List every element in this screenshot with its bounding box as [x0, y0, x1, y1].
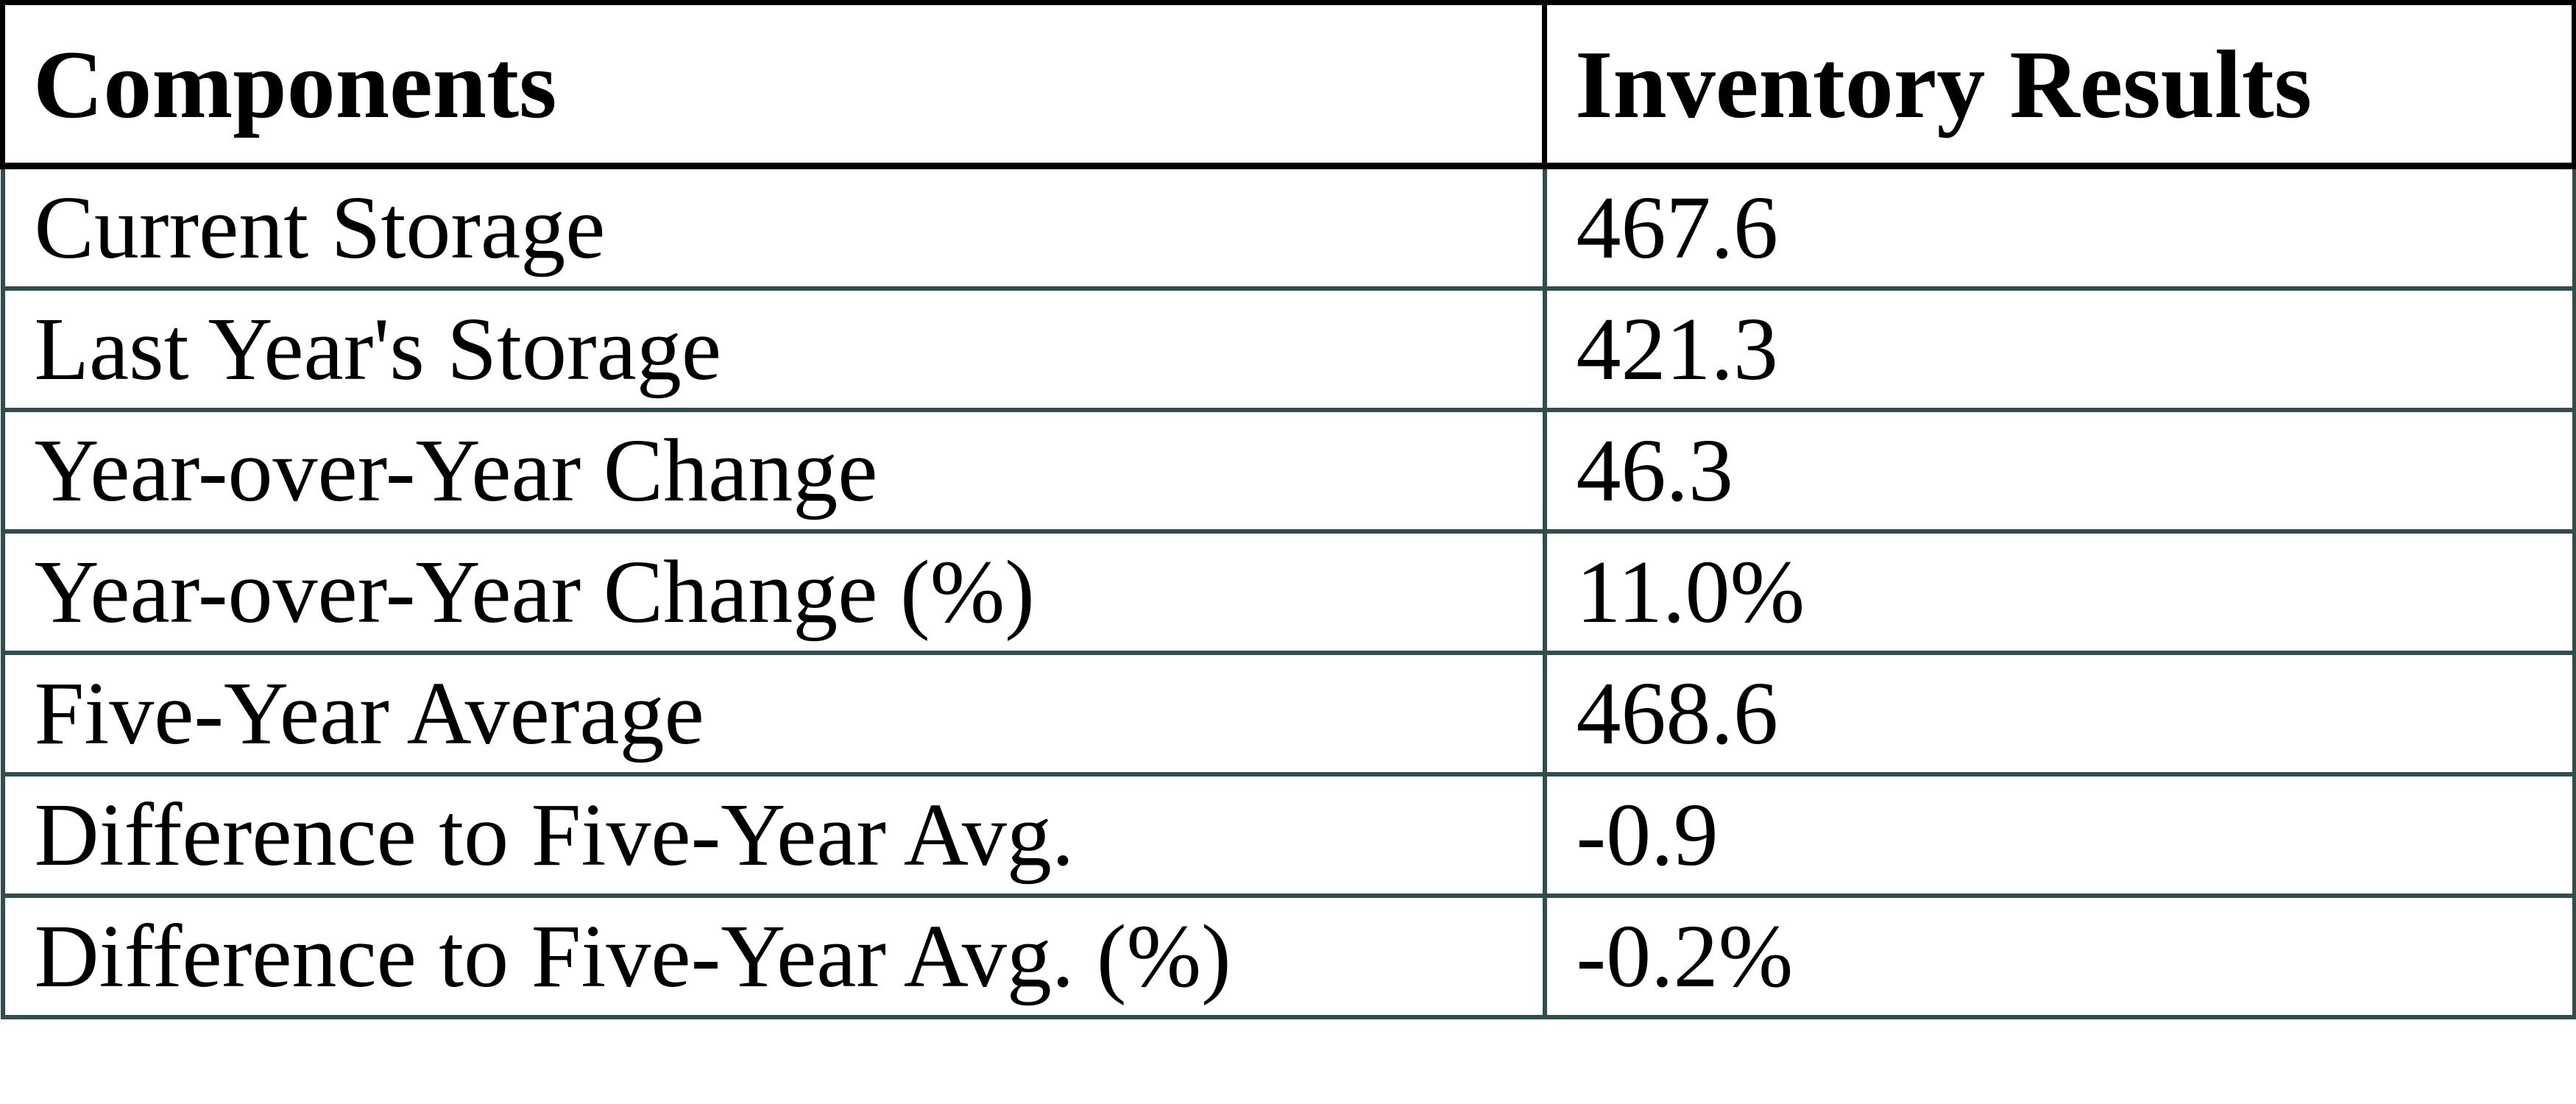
- component-label: Last Year's Storage: [0, 286, 1547, 412]
- table-header-row: Components Inventory Results: [0, 0, 2576, 169]
- component-value: -0.9: [1542, 772, 2576, 898]
- table-row: Components Inventory Results: [0, 0, 2576, 169]
- component-label: Difference to Five-Year Avg. (%): [0, 894, 1547, 1019]
- component-label: Five-Year Average: [0, 651, 1547, 776]
- component-label: Current Storage: [0, 163, 1547, 291]
- table-row: Difference to Five-Year Avg. -0.9: [0, 772, 2576, 898]
- table-row: Year-over-Year Change 46.3: [0, 408, 2576, 534]
- component-label: Difference to Five-Year Avg.: [0, 772, 1547, 898]
- component-value: 468.6: [1542, 651, 2576, 776]
- table-row: Five-Year Average 468.6: [0, 651, 2576, 776]
- component-value: -0.2%: [1542, 894, 2576, 1019]
- component-label: Year-over-Year Change (%): [0, 529, 1547, 655]
- table-row: Difference to Five-Year Avg. (%) -0.2%: [0, 894, 2576, 1019]
- column-header-components: Components: [0, 0, 1547, 169]
- table-row: Year-over-Year Change (%) 11.0%: [0, 529, 2576, 655]
- column-header-inventory-results: Inventory Results: [1542, 0, 2576, 169]
- component-value: 46.3: [1542, 408, 2576, 534]
- table-row: Last Year's Storage 421.3: [0, 286, 2576, 412]
- table-row: Current Storage 467.6: [0, 163, 2576, 291]
- component-value: 421.3: [1542, 286, 2576, 412]
- component-value: 11.0%: [1542, 529, 2576, 655]
- inventory-results-table: Components Inventory Results Current Sto…: [0, 0, 2576, 1019]
- component-label: Year-over-Year Change: [0, 408, 1547, 534]
- component-value: 467.6: [1542, 163, 2576, 291]
